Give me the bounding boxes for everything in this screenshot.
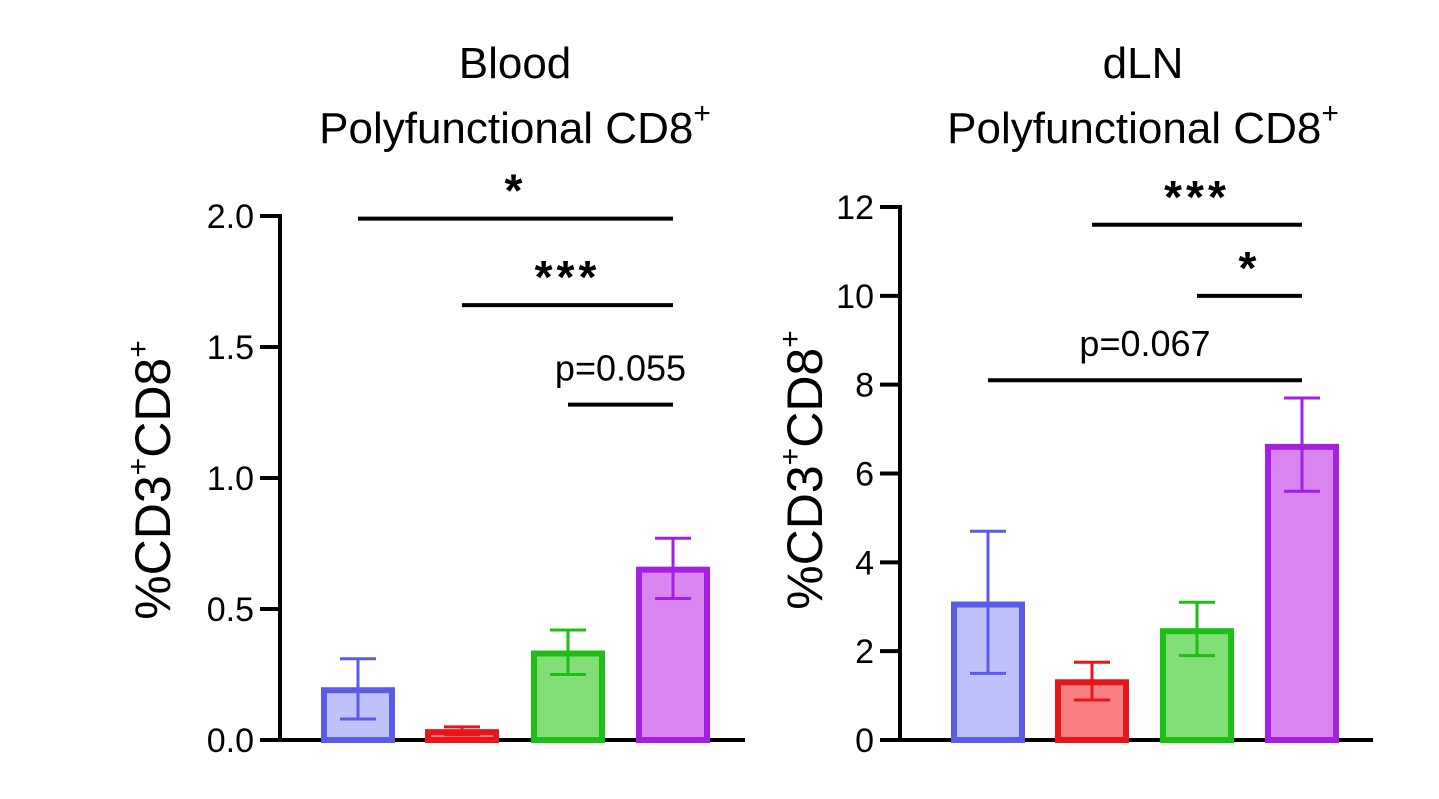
y-tick-label: 2 [855, 633, 874, 671]
y-tick-label: 4 [855, 544, 874, 582]
y-tick-label: 8 [855, 367, 874, 405]
y-tick-label: 2.0 [207, 198, 254, 236]
subtitle-superscript: + [693, 97, 711, 130]
y-axis-label-part: %CD3 [125, 475, 181, 619]
y-axis-label-part: + [122, 340, 155, 358]
significance-label-3: p=0.067 [1079, 323, 1210, 364]
y-tick-label: 0.0 [207, 722, 254, 760]
y-axis-label-part: + [122, 458, 155, 476]
y-axis-label-part: %CD3 [777, 465, 833, 609]
significance-label-1: * [505, 165, 527, 217]
y-tick-label: 1.0 [207, 460, 254, 498]
significance-label-2: *** [535, 251, 601, 303]
significance-label-1: *** [1164, 171, 1230, 223]
significance-label-2: * [1239, 242, 1261, 294]
chart-subtitle: Polyfunctional CD8+ [947, 97, 1339, 153]
y-axis-label-part: + [774, 330, 807, 348]
y-axis-label-part: CD8 [125, 358, 181, 458]
y-tick-label: 6 [855, 456, 874, 494]
y-axis-label: %CD3+CD8+ [774, 330, 833, 610]
chart-subtitle: Polyfunctional CD8+ [319, 97, 711, 153]
bar-4 [1265, 443, 1339, 743]
significance-label-3: p=0.055 [555, 348, 686, 389]
y-tick-label: 10 [836, 278, 874, 316]
chart-title: Blood [459, 39, 572, 88]
y-axis-label-part: CD8 [777, 348, 833, 448]
y-axis-label: %CD3+CD8+ [122, 340, 181, 620]
subtitle-superscript: + [1321, 97, 1339, 130]
y-tick-label: 0 [855, 722, 874, 760]
chart-title: dLN [1103, 39, 1184, 88]
y-tick-label: 1.5 [207, 329, 254, 367]
y-tick-label: 12 [836, 189, 874, 227]
y-axis-label-part: + [774, 448, 807, 466]
y-tick-label: 0.5 [207, 591, 254, 629]
